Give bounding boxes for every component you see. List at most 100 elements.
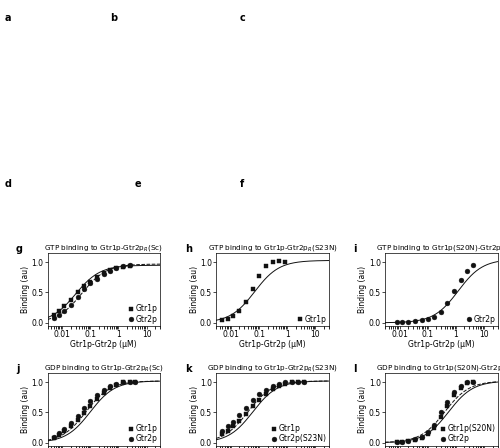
Gtr2p(S23N) [270,383,276,389]
Gtr2p [68,421,73,426]
Gtr2p [81,405,87,411]
Gtr1p(S20N) [470,379,476,385]
Legend: Gtr1p, Gtr2p(S23N): Gtr1p, Gtr2p(S23N) [271,423,327,444]
Title: GTP binding to Gtr1p(S20N)-Gtr2p$_R$: GTP binding to Gtr1p(S20N)-Gtr2p$_R$ [376,243,500,253]
Gtr2p(S23N) [282,379,288,385]
Gtr1p(S20N) [412,437,418,442]
Gtr2p(S23N) [289,379,295,384]
Title: GTP binding to Gtr1p-Gtr2p$_R$(Sc): GTP binding to Gtr1p-Gtr2p$_R$(Sc) [44,243,163,253]
Gtr1p [262,392,268,397]
Text: k: k [185,364,192,375]
Gtr1p(S20N) [458,385,464,390]
Gtr2p(S23N) [250,398,256,403]
Gtr2p [418,434,424,439]
Text: l: l [354,364,357,375]
Line: Gtr2p: Gtr2p [394,263,475,325]
Gtr1p [94,275,100,280]
Gtr1p [282,259,288,265]
Gtr2p [394,439,400,445]
Gtr2p [68,302,73,307]
Text: f: f [240,179,244,189]
Gtr1p [88,403,94,409]
Y-axis label: Binding (au): Binding (au) [190,386,198,433]
Gtr2p [62,426,68,431]
Y-axis label: Binding (au): Binding (au) [358,266,368,313]
Gtr1p [68,297,73,302]
Line: Gtr1p(S20N): Gtr1p(S20N) [394,380,475,444]
Gtr1p(S20N) [438,414,444,420]
Text: a: a [5,13,12,23]
Gtr2p [458,383,464,388]
Gtr2p(S23N) [301,379,307,384]
Gtr1p [256,273,262,278]
Gtr2p(S23N) [262,388,268,393]
Y-axis label: Binding (au): Binding (au) [21,266,30,313]
Gtr2p [399,439,405,444]
Gtr1p [225,316,231,321]
Gtr1p [81,410,87,416]
Gtr1p [74,290,80,295]
Gtr1p(S20N) [399,439,405,444]
Gtr1p [88,279,94,284]
Y-axis label: Binding (au): Binding (au) [21,386,30,433]
Gtr1p [94,396,100,402]
Gtr2p [451,389,457,395]
Gtr1p [50,435,56,440]
Gtr2p [114,381,119,387]
Text: c: c [240,13,246,23]
Gtr1p [220,318,226,323]
Gtr2p [50,315,56,321]
Line: Gtr2p(S23N): Gtr2p(S23N) [220,379,306,433]
Gtr2p [425,429,431,435]
Gtr2p [74,295,80,300]
Gtr2p [88,281,94,286]
Gtr2p [432,422,438,427]
Legend: Gtr1p(S20N), Gtr2p: Gtr1p(S20N), Gtr2p [440,423,496,444]
Gtr2p [100,271,106,277]
Gtr2p [470,263,476,268]
Gtr1p [114,382,119,387]
Gtr1p [296,379,302,384]
Title: GDP binding to Gtr1p-Gtr2p$_R$(Sc): GDP binding to Gtr1p-Gtr2p$_R$(Sc) [44,363,164,373]
Gtr2p(S23N) [244,405,250,410]
Text: j: j [16,364,20,375]
Gtr2p [74,414,80,419]
Text: e: e [135,179,141,189]
Gtr1p(S20N) [418,435,424,440]
Gtr2p(S23N) [225,424,231,429]
Legend: Gtr1p: Gtr1p [297,314,327,324]
Line: Gtr2p: Gtr2p [52,379,138,439]
Line: Gtr2p: Gtr2p [394,379,475,444]
Gtr2p [56,312,62,318]
Gtr2p [114,266,119,271]
Text: g: g [16,245,23,254]
Gtr1p [107,386,113,391]
Gtr2p [94,392,100,397]
Gtr1p [301,379,307,384]
Gtr1p(S20N) [432,426,438,431]
Gtr1p [100,390,106,396]
Gtr1p(S20N) [464,381,470,386]
Gtr2p [464,379,470,385]
Legend: Gtr1p, Gtr2p: Gtr1p, Gtr2p [128,304,158,324]
Gtr2p [56,431,62,436]
Gtr1p [250,286,256,292]
Gtr2p [120,264,126,269]
Gtr1p [56,308,62,313]
Gtr1p [276,383,281,389]
Gtr1p(S20N) [394,439,400,445]
Gtr1p [250,404,256,409]
Gtr1p [68,424,73,429]
Y-axis label: Binding (au): Binding (au) [190,266,198,313]
Gtr2p(S23N) [256,392,262,397]
Gtr1p(S20N) [405,438,411,444]
Gtr2p [405,438,411,444]
Gtr2p [418,318,424,323]
Gtr2p [132,379,138,384]
Legend: Gtr2p: Gtr2p [466,314,496,324]
Gtr1p [230,313,236,318]
Gtr1p [270,387,276,392]
Gtr1p [282,381,288,387]
Gtr1p [56,432,62,438]
Gtr2p [458,278,464,283]
